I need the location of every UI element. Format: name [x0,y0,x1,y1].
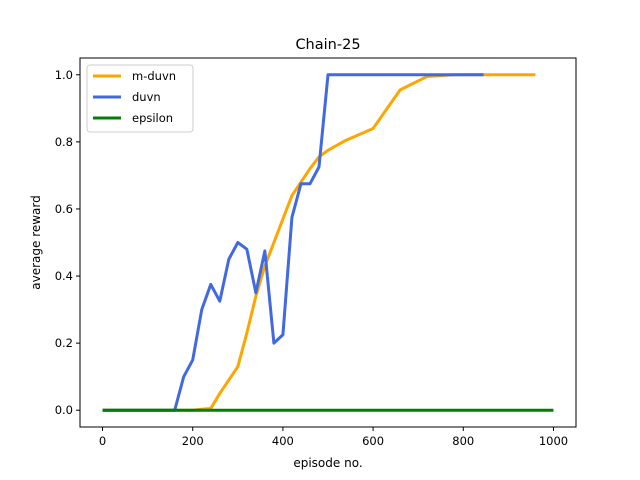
legend-label-epsilon: epsilon [132,111,173,125]
x-axis-label: episode no. [293,456,362,470]
x-tick-label: 800 [452,434,474,448]
x-tick-label: 1000 [539,434,568,448]
y-axis: 0.0 0.2 0.4 0.6 0.8 1.0 [55,68,80,417]
x-tick-label: 0 [99,434,106,448]
chart-title: Chain-25 [295,37,360,53]
y-tick-label: 1.0 [55,68,73,82]
y-tick-label: 0.6 [55,202,73,216]
legend: m-duvn duvn epsilon [86,64,194,133]
plot-area-frame [79,57,577,428]
y-tick-label: 0.2 [55,336,73,350]
y-tick-label: 0.8 [55,135,73,149]
x-tick-label: 600 [362,434,384,448]
legend-label-m-duvn: m-duvn [132,69,176,83]
legend-frame [86,64,194,133]
series-line-duvn [102,73,484,412]
y-tick-label: 0.0 [55,403,73,417]
legend-label-duvn: duvn [132,90,161,104]
series-layer [102,73,554,412]
x-tick-label: 200 [182,434,204,448]
y-axis-label: average reward [29,195,43,290]
y-tick-label: 0.4 [55,269,73,283]
x-axis: 0 200 400 600 800 1000 [99,427,568,448]
x-tick-label: 400 [272,434,294,448]
